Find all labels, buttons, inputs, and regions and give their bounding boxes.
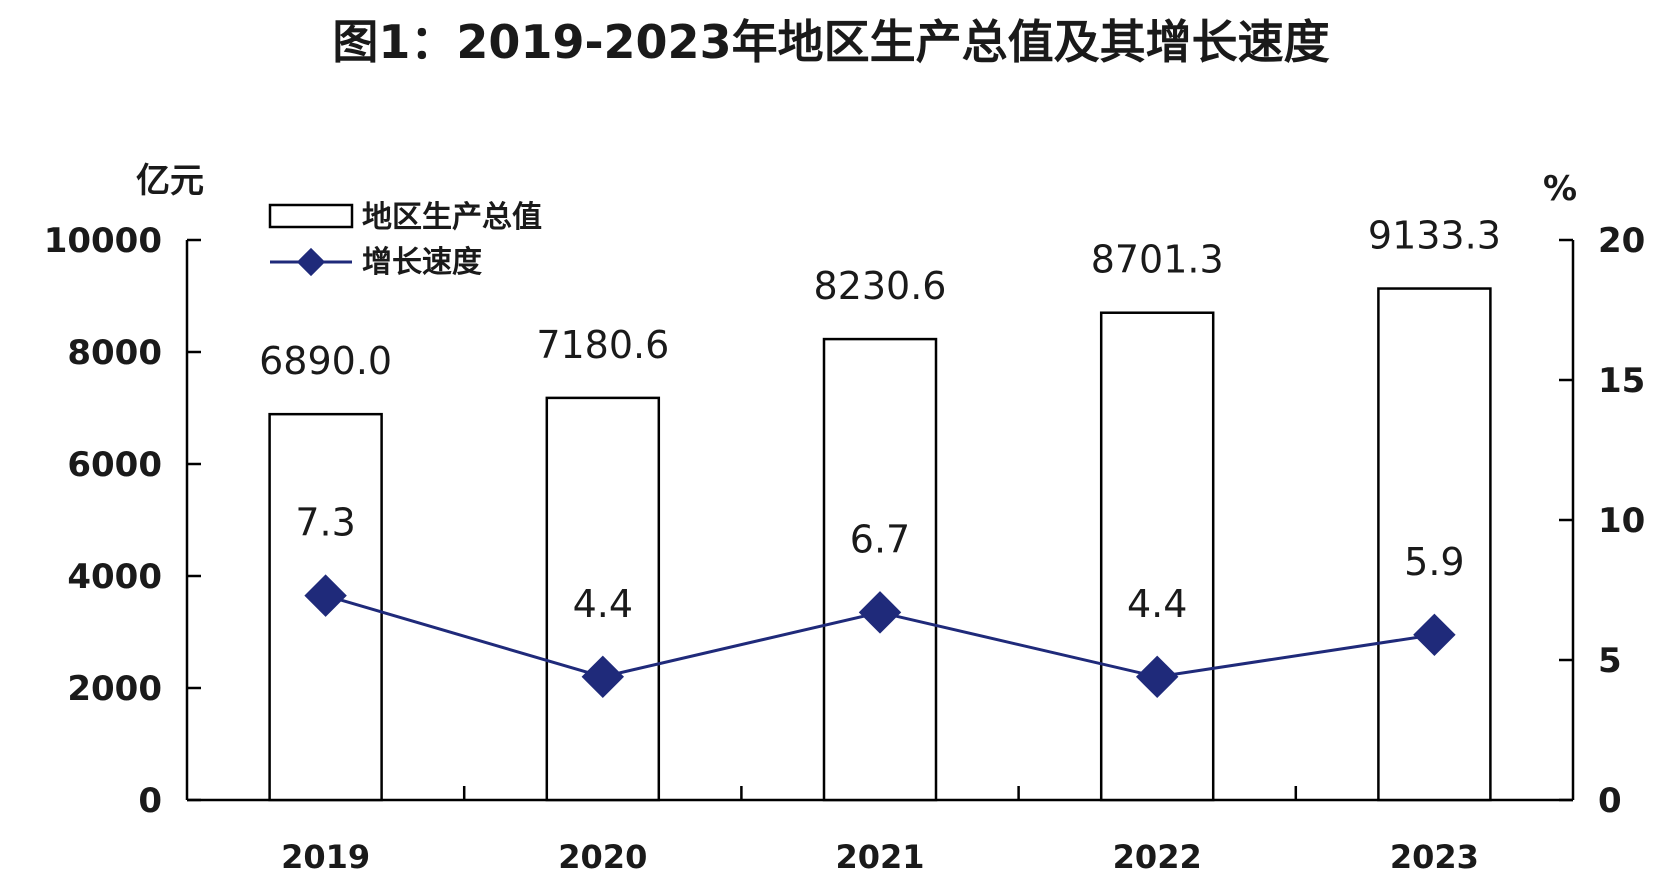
left-tick-label: 4000 xyxy=(67,557,162,597)
gdp-bar xyxy=(1099,311,1215,802)
right-tick-label: 15 xyxy=(1598,361,1645,401)
left-tick-label: 10000 xyxy=(44,221,162,261)
bar-data-labels: 6890.0 7180.6 8230.6 8701.3 9133.3 xyxy=(259,214,1501,384)
bar-series xyxy=(268,287,1492,802)
legend-bar-label: 地区生产总值 xyxy=(362,200,542,235)
gdp-value-label: 8701.3 xyxy=(1091,238,1224,282)
growth-value-label: 4.4 xyxy=(1127,582,1187,626)
x-tick-label: 2019 xyxy=(281,838,370,876)
left-axis-ticks: 0 2000 4000 6000 8000 10000 xyxy=(44,221,201,821)
x-tick-label: 2022 xyxy=(1113,838,1202,876)
right-tick-label: 0 xyxy=(1598,781,1622,821)
left-tick-label: 2000 xyxy=(67,669,162,709)
growth-value-label: 4.4 xyxy=(573,582,633,626)
growth-value-label: 5.9 xyxy=(1404,540,1464,584)
legend-line-label: 增长速度 xyxy=(362,245,482,280)
right-tick-label: 5 xyxy=(1598,641,1622,681)
growth-value-label: 7.3 xyxy=(295,501,355,545)
growth-marker xyxy=(1135,655,1179,699)
x-tick-label: 2023 xyxy=(1390,838,1479,876)
x-tick-label: 2020 xyxy=(558,838,647,876)
left-axis-unit: 亿元 xyxy=(136,161,204,201)
gdp-value-label: 7180.6 xyxy=(536,323,669,367)
gdp-value-label: 6890.0 xyxy=(259,339,392,383)
growth-marker xyxy=(1413,613,1456,657)
gdp-bar xyxy=(1377,287,1492,802)
left-tick-label: 6000 xyxy=(67,445,162,485)
line-data-labels: 7.3 4.4 6.7 4.4 5.9 xyxy=(295,501,1464,626)
growth-value-label: 6.7 xyxy=(850,517,910,561)
left-tick-label: 0 xyxy=(138,781,162,821)
chart-title: 图1：2019-2023年地区生产总值及其增长速度 xyxy=(332,15,1329,69)
legend-line-marker xyxy=(296,247,326,277)
left-tick-label: 8000 xyxy=(67,333,162,373)
gdp-value-label: 8230.6 xyxy=(814,264,947,308)
right-axis-ticks: 0 5 10 15 20 xyxy=(1559,221,1645,821)
x-axis-ticks: 2019 2020 2021 2022 2023 xyxy=(281,786,1479,876)
right-tick-label: 20 xyxy=(1598,221,1645,261)
right-axis-unit: % xyxy=(1543,169,1577,209)
right-tick-label: 10 xyxy=(1598,501,1645,541)
gdp-bar xyxy=(545,396,661,802)
gdp-value-label: 9133.3 xyxy=(1368,214,1501,258)
legend: 地区生产总值 增长速度 xyxy=(268,200,542,280)
legend-bar-swatch xyxy=(268,203,354,229)
x-tick-label: 2021 xyxy=(835,838,924,876)
gdp-bar xyxy=(822,337,938,802)
